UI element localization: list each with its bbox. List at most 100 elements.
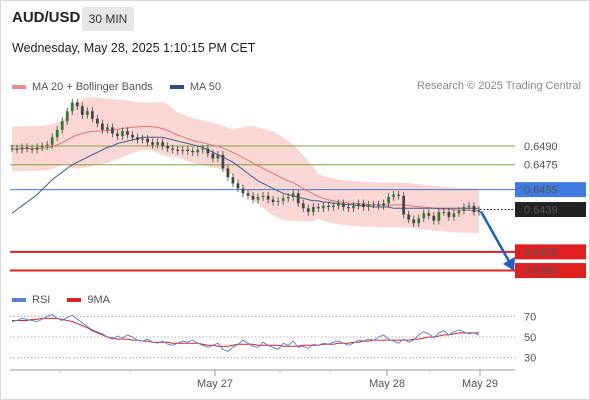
candle [80,102,84,119]
candle [70,98,74,115]
candle-body [20,147,24,150]
candle [85,107,89,119]
legend-bollinger: MA 20 + Bollinger Bands [12,81,153,93]
candle [271,195,275,206]
candle-body [306,208,310,213]
candle-body [472,205,476,213]
candle-body [246,193,250,196]
candle [337,199,340,210]
candle-body [321,205,325,209]
candle-body [45,144,49,147]
candle-body [432,215,436,221]
ma9-label: 9MA [87,294,111,306]
level-lines-layer [10,145,515,272]
candle-body [90,111,94,119]
candle [231,173,235,188]
price-legend: MA 20 + Bollinger Bands MA 50 [12,80,235,93]
candle [136,133,139,144]
candle [316,203,320,213]
candle-body [291,193,295,198]
candle [60,117,64,134]
ma50-swatch [169,85,184,89]
candle [161,138,165,150]
candle-body [457,210,461,214]
candle [30,144,34,154]
candle [296,189,300,208]
candle [40,142,44,152]
candle-body [316,207,320,209]
rsi-level-label-50: 50 [524,332,536,344]
candle [226,164,230,181]
candle-body [367,204,370,208]
candle-body [226,168,230,178]
candle [106,123,109,134]
candle-body [116,133,119,137]
time-axis-layer: May 27 May 28 May 29 [10,369,515,390]
candle-body [121,131,124,137]
candle [372,200,375,209]
candle [201,144,205,154]
candle-body [452,213,456,218]
candle-body [206,148,210,154]
candle [156,138,160,149]
candle-body [85,111,89,115]
candle-body [342,203,345,208]
candle [382,199,385,210]
candle-body [412,219,416,224]
candle [55,126,59,142]
candle-body [70,102,74,112]
candle [111,123,114,138]
rsi-ma9-line [12,317,479,347]
level-tag-0.6405 [515,244,586,260]
candle-body [106,127,109,130]
candle-body [347,207,350,209]
candle [357,199,360,210]
rsi-level-label-30: 30 [524,353,536,365]
interval-button[interactable]: 30 MIN [82,7,134,31]
ma9-swatch [67,298,82,302]
time-label: May 27 [197,378,233,390]
candle-body [201,148,205,150]
candle-body [40,146,44,148]
candle [362,199,365,211]
level-label-0.6455: 0.6455 [524,185,558,197]
candle [342,199,345,211]
level-tag-0.6390 [515,263,586,279]
candle [251,192,255,204]
candle-body [286,197,290,199]
rsi-line [11,313,480,353]
candle-body [221,154,225,169]
candle-body [166,146,170,149]
candle [276,197,280,206]
level-label-0.6490: 0.6490 [524,141,558,153]
candle-body [276,200,280,203]
ma20-line [11,125,480,212]
rsi-legend: RSI 9MA [12,293,124,306]
candle-body [256,197,260,200]
candle-body [60,121,64,130]
candle [65,107,69,125]
candle-body [75,102,79,107]
candle-body [171,148,175,150]
candle-body [186,149,190,152]
candle [176,146,180,155]
candle [50,133,54,149]
candle [216,151,220,163]
candle-body [161,142,165,147]
candle-body [30,148,34,150]
candle [116,129,119,140]
candle [126,127,129,139]
candle-body [417,218,421,224]
candle [166,142,170,153]
level-tag-0.6455 [515,182,586,198]
candle-body [95,118,99,124]
candle [181,146,185,155]
candle-body [427,213,431,216]
candle [377,200,380,210]
candle [196,146,200,156]
candle [261,192,265,201]
candle-body [101,123,104,130]
candle [457,207,461,218]
candle-body [362,203,365,208]
